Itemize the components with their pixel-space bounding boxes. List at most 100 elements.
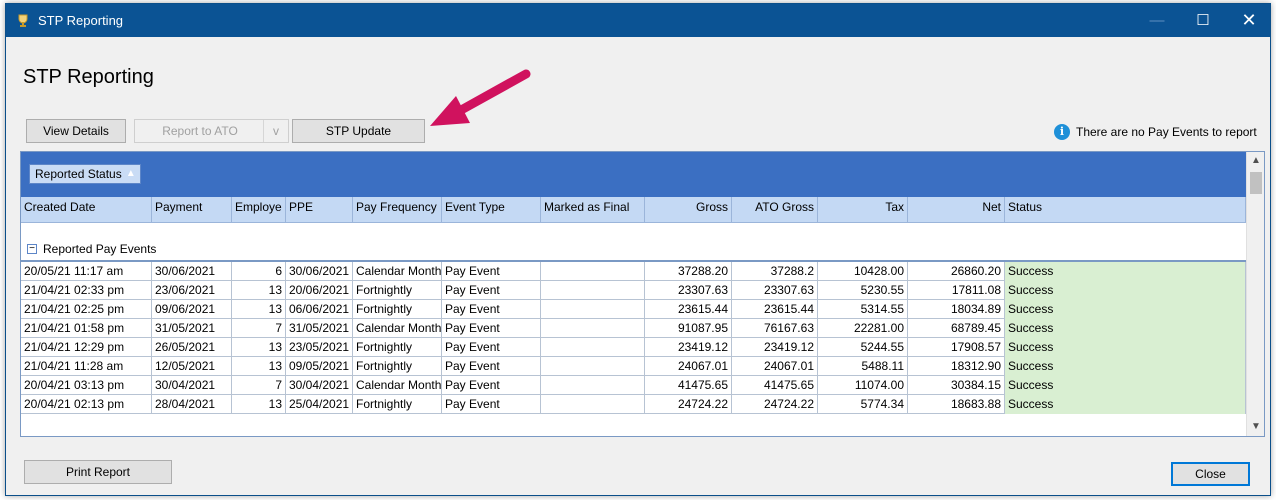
cell-tax: 5244.55 bbox=[818, 338, 908, 357]
cell-created-date: 21/04/21 12:29 pm bbox=[21, 338, 152, 357]
group-row-reported-pay-events[interactable]: − Reported Pay Events bbox=[21, 239, 1246, 259]
column-header-created-date[interactable]: Created Date bbox=[21, 197, 152, 223]
cell-ppe: 23/05/2021 bbox=[286, 338, 353, 357]
cell-gross: 23307.63 bbox=[645, 281, 732, 300]
cell-event-type: Pay Event bbox=[442, 357, 541, 376]
cell-status: Success bbox=[1005, 376, 1246, 395]
cell-status: Success bbox=[1005, 281, 1246, 300]
cell-gross: 41475.65 bbox=[645, 376, 732, 395]
cell-event-type: Pay Event bbox=[442, 338, 541, 357]
cell-employee: 7 bbox=[232, 376, 286, 395]
column-header-ato-gross[interactable]: ATO Gross bbox=[732, 197, 818, 223]
table-row[interactable]: 21/04/21 12:29 pm 26/05/2021 13 23/05/2021 F… bbox=[21, 338, 1246, 357]
cell-ato-gross: 23307.63 bbox=[732, 281, 818, 300]
cell-pay-frequency: Fortnightly bbox=[353, 300, 442, 319]
table-row[interactable]: 20/04/21 02:13 pm 28/04/2021 13 25/04/2021 F… bbox=[21, 395, 1246, 414]
column-header-marked-as-final[interactable]: Marked as Final bbox=[541, 197, 645, 223]
cell-ato-gross: 24724.22 bbox=[732, 395, 818, 414]
group-by-reported-status-chip[interactable]: Reported Status ▲ bbox=[29, 164, 141, 184]
cell-tax: 22281.00 bbox=[818, 319, 908, 338]
arrow-annotation-icon bbox=[426, 68, 536, 130]
cell-payment: 31/05/2021 bbox=[152, 319, 232, 338]
table-row[interactable]: 21/04/21 02:25 pm 09/06/2021 13 06/06/2021 F… bbox=[21, 300, 1246, 319]
view-details-button[interactable]: View Details bbox=[26, 119, 126, 143]
cell-ato-gross: 24067.01 bbox=[732, 357, 818, 376]
cell-marked-as-final bbox=[541, 395, 645, 414]
column-header-payment[interactable]: Payment bbox=[152, 197, 232, 223]
column-header-event-type[interactable]: Event Type bbox=[442, 197, 541, 223]
column-header-gross[interactable]: Gross bbox=[645, 197, 732, 223]
cell-tax: 5314.55 bbox=[818, 300, 908, 319]
cell-gross: 37288.20 bbox=[645, 262, 732, 281]
table-row[interactable]: 20/04/21 03:13 pm 30/04/2021 7 30/04/2021 Ca… bbox=[21, 376, 1246, 395]
cell-tax: 5230.55 bbox=[818, 281, 908, 300]
cell-gross: 23419.12 bbox=[645, 338, 732, 357]
cell-net: 26860.20 bbox=[908, 262, 1005, 281]
cell-net: 18034.89 bbox=[908, 300, 1005, 319]
minimize-button[interactable]: — bbox=[1134, 4, 1180, 37]
cell-ato-gross: 41475.65 bbox=[732, 376, 818, 395]
cell-gross: 91087.95 bbox=[645, 319, 732, 338]
cell-ppe: 30/06/2021 bbox=[286, 262, 353, 281]
cell-marked-as-final bbox=[541, 281, 645, 300]
stp-reporting-window: STP Reporting — ☐ ✕ STP Reporting View D… bbox=[5, 3, 1271, 496]
cell-ppe: 25/04/2021 bbox=[286, 395, 353, 414]
pay-events-grid[interactable]: Reported Status ▲ Created Date Payment E… bbox=[20, 151, 1265, 437]
cell-gross: 23615.44 bbox=[645, 300, 732, 319]
cell-employee: 6 bbox=[232, 262, 286, 281]
cell-tax: 10428.00 bbox=[818, 262, 908, 281]
cell-payment: 09/06/2021 bbox=[152, 300, 232, 319]
column-header-ppe[interactable]: PPE bbox=[286, 197, 353, 223]
scroll-up-icon[interactable]: ▲ bbox=[1247, 152, 1265, 170]
cell-pay-frequency: Fortnightly bbox=[353, 281, 442, 300]
close-button[interactable]: Close bbox=[1171, 462, 1250, 486]
cell-employee: 13 bbox=[232, 357, 286, 376]
column-header-status[interactable]: Status bbox=[1005, 197, 1246, 223]
cell-payment: 30/06/2021 bbox=[152, 262, 232, 281]
cell-ppe: 20/06/2021 bbox=[286, 281, 353, 300]
cell-status: Success bbox=[1005, 395, 1246, 414]
cell-created-date: 20/04/21 03:13 pm bbox=[21, 376, 152, 395]
cell-event-type: Pay Event bbox=[442, 376, 541, 395]
info-icon: i bbox=[1054, 124, 1070, 140]
scrollbar-thumb[interactable] bbox=[1250, 172, 1262, 194]
maximize-button[interactable]: ☐ bbox=[1180, 4, 1226, 37]
grid-rows: 20/05/21 11:17 am 30/06/2021 6 30/06/2021 Ca… bbox=[21, 262, 1246, 414]
report-to-ato-dropdown[interactable]: v bbox=[263, 120, 288, 142]
cell-ato-gross: 76167.63 bbox=[732, 319, 818, 338]
collapse-icon[interactable]: − bbox=[27, 244, 37, 254]
table-row[interactable]: 21/04/21 11:28 am 12/05/2021 13 09/05/2021 F… bbox=[21, 357, 1246, 376]
report-to-ato-label: Report to ATO bbox=[135, 120, 265, 142]
column-header-net[interactable]: Net bbox=[908, 197, 1005, 223]
cell-status: Success bbox=[1005, 262, 1246, 281]
window-close-button[interactable]: ✕ bbox=[1226, 4, 1272, 37]
cell-payment: 12/05/2021 bbox=[152, 357, 232, 376]
cell-gross: 24067.01 bbox=[645, 357, 732, 376]
column-header-employee[interactable]: Employe bbox=[232, 197, 286, 223]
cell-net: 30384.15 bbox=[908, 376, 1005, 395]
cell-ppe: 31/05/2021 bbox=[286, 319, 353, 338]
report-to-ato-button[interactable]: Report to ATO v bbox=[134, 119, 289, 143]
table-row[interactable]: 21/04/21 01:58 pm 31/05/2021 7 31/05/2021 Ca… bbox=[21, 319, 1246, 338]
vertical-scrollbar[interactable]: ▲ ▼ bbox=[1246, 152, 1264, 436]
print-report-button[interactable]: Print Report bbox=[24, 460, 172, 484]
cell-tax: 11074.00 bbox=[818, 376, 908, 395]
column-header-tax[interactable]: Tax bbox=[818, 197, 908, 223]
cell-employee: 13 bbox=[232, 395, 286, 414]
cell-status: Success bbox=[1005, 338, 1246, 357]
column-header-pay-frequency[interactable]: Pay Frequency bbox=[353, 197, 442, 223]
table-row[interactable]: 21/04/21 02:33 pm 23/06/2021 13 20/06/2021 F… bbox=[21, 281, 1246, 300]
trophy-icon bbox=[15, 13, 31, 29]
stp-update-button[interactable]: STP Update bbox=[292, 119, 425, 143]
cell-net: 68789.45 bbox=[908, 319, 1005, 338]
table-row[interactable]: 20/05/21 11:17 am 30/06/2021 6 30/06/2021 Ca… bbox=[21, 262, 1246, 281]
cell-event-type: Pay Event bbox=[442, 281, 541, 300]
cell-created-date: 21/04/21 02:25 pm bbox=[21, 300, 152, 319]
cell-payment: 30/04/2021 bbox=[152, 376, 232, 395]
cell-tax: 5774.34 bbox=[818, 395, 908, 414]
scroll-down-icon[interactable]: ▼ bbox=[1247, 418, 1265, 436]
cell-marked-as-final bbox=[541, 357, 645, 376]
cell-pay-frequency: Fortnightly bbox=[353, 338, 442, 357]
sort-ascending-icon: ▲ bbox=[126, 165, 136, 183]
cell-employee: 7 bbox=[232, 319, 286, 338]
